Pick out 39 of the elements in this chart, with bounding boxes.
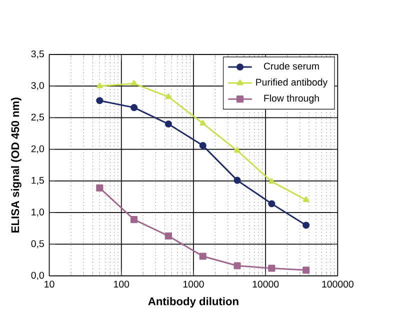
y-tick-label: 0,0 (31, 272, 44, 280)
point (96, 82, 103, 88)
point (268, 178, 275, 184)
point (96, 184, 104, 192)
point (302, 222, 310, 229)
x-tick-label: 10 (44, 280, 54, 288)
point (302, 196, 310, 202)
point (130, 80, 138, 86)
x-tick-label: 100 (114, 280, 130, 288)
legend-label: Flow through (264, 94, 319, 104)
legend-label: Purified antibody (256, 78, 328, 88)
y-axis-title: ELISA signal (OD 450 nm) (10, 98, 22, 232)
point (96, 97, 104, 104)
x-tick-label: 100000 (322, 280, 354, 288)
x-tick-label: 1000 (183, 280, 204, 288)
point (302, 266, 310, 274)
legend-label: Crude serum (264, 62, 319, 70)
x-tick-label: 10000 (252, 280, 279, 288)
point (130, 216, 138, 224)
point (199, 252, 206, 260)
x-axis-title: Antibody dilution (148, 297, 238, 308)
y-tick-label: 3,0 (31, 82, 44, 90)
point (130, 104, 138, 112)
point (268, 200, 276, 208)
point (234, 176, 241, 184)
y-tick-label: 2,0 (31, 145, 44, 154)
point (234, 262, 241, 270)
y-tick-label: 1,0 (32, 208, 44, 217)
point (165, 93, 172, 99)
y-tick-label: 0,5 (31, 240, 44, 248)
y-tick-label: 2,5 (31, 114, 44, 122)
point (199, 142, 206, 149)
point (164, 120, 172, 128)
point (268, 264, 276, 272)
y-tick-label: 3,5 (31, 50, 44, 58)
y-tick-label: 1,5 (32, 176, 44, 185)
point (200, 120, 206, 126)
point (164, 232, 172, 240)
point (234, 146, 240, 153)
